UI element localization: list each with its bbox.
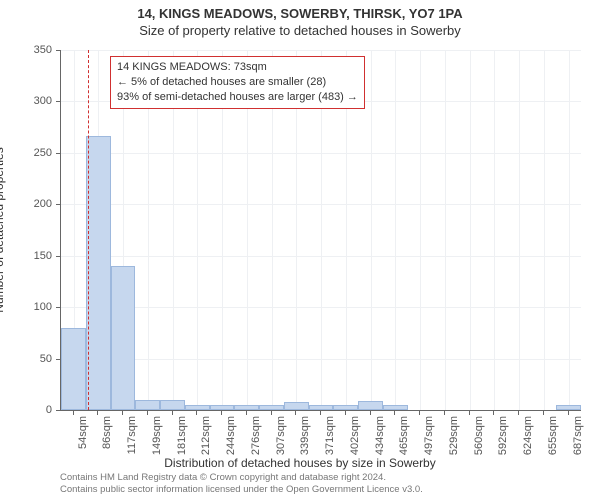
gridline-v <box>445 50 446 410</box>
y-tick-mark <box>56 101 61 102</box>
x-tick-label: 497sqm <box>423 416 435 455</box>
property-marker-line <box>88 50 89 410</box>
histogram-bar <box>135 400 160 410</box>
y-tick-label: 200 <box>12 198 52 210</box>
page-title: 14, KINGS MEADOWS, SOWERBY, THIRSK, YO7 … <box>0 0 600 21</box>
histogram-bar <box>358 401 383 410</box>
x-tick-mark <box>394 410 395 415</box>
x-axis-label: Distribution of detached houses by size … <box>0 456 600 470</box>
y-tick-label: 150 <box>12 250 52 262</box>
page-subtitle: Size of property relative to detached ho… <box>0 21 600 38</box>
x-tick-label: 465sqm <box>398 416 410 455</box>
x-tick-label: 339sqm <box>299 416 311 455</box>
x-tick-label: 54sqm <box>77 416 89 449</box>
x-tick-mark <box>419 410 420 415</box>
x-tick-mark <box>271 410 272 415</box>
x-tick-mark <box>543 410 544 415</box>
attribution-line-2: Contains public sector information licen… <box>60 484 423 496</box>
x-tick-mark <box>469 410 470 415</box>
y-tick-label: 50 <box>12 353 52 365</box>
x-tick-mark <box>246 410 247 415</box>
attribution: Contains HM Land Registry data © Crown c… <box>60 472 423 496</box>
x-tick-label: 655sqm <box>547 416 559 455</box>
x-tick-label: 434sqm <box>374 416 386 455</box>
x-tick-label: 86sqm <box>101 416 113 449</box>
y-tick-mark <box>56 204 61 205</box>
x-tick-label: 402sqm <box>349 416 361 455</box>
x-tick-label: 276sqm <box>250 416 262 455</box>
gridline-v <box>420 50 421 410</box>
x-tick-mark <box>97 410 98 415</box>
x-tick-mark <box>320 410 321 415</box>
y-tick-label: 250 <box>12 147 52 159</box>
x-tick-label: 529sqm <box>448 416 460 455</box>
x-tick-mark <box>493 410 494 415</box>
y-tick-label: 300 <box>12 95 52 107</box>
gridline-v <box>569 50 570 410</box>
histogram-bar <box>160 400 185 410</box>
y-tick-mark <box>56 256 61 257</box>
x-tick-mark <box>345 410 346 415</box>
y-tick-mark <box>56 50 61 51</box>
x-tick-mark <box>73 410 74 415</box>
y-tick-label: 100 <box>12 301 52 313</box>
x-tick-mark <box>295 410 296 415</box>
chart-container: 14, KINGS MEADOWS, SOWERBY, THIRSK, YO7 … <box>0 0 600 500</box>
gridline-v <box>470 50 471 410</box>
histogram-bar <box>284 402 309 410</box>
x-tick-label: 181sqm <box>176 416 188 455</box>
y-tick-mark <box>56 153 61 154</box>
y-tick-label: 0 <box>12 404 52 416</box>
x-tick-label: 560sqm <box>473 416 485 455</box>
chart-area: 14 KINGS MEADOWS: 73sqm ← 5% of detached… <box>60 50 580 410</box>
legend-line-2: ← 5% of detached houses are smaller (28) <box>117 75 358 90</box>
x-tick-label: 307sqm <box>275 416 287 455</box>
gridline-v <box>371 50 372 410</box>
gridline-v <box>519 50 520 410</box>
legend-line-3: 93% of semi-detached houses are larger (… <box>117 90 358 105</box>
histogram-bar <box>111 266 136 410</box>
x-tick-label: 687sqm <box>572 416 584 455</box>
y-tick-mark <box>56 410 61 411</box>
x-tick-mark <box>518 410 519 415</box>
gridline-v <box>494 50 495 410</box>
y-tick-label: 350 <box>12 44 52 56</box>
attribution-line-1: Contains HM Land Registry data © Crown c… <box>60 472 423 484</box>
x-tick-label: 592sqm <box>497 416 509 455</box>
legend-line-1: 14 KINGS MEADOWS: 73sqm <box>117 60 358 75</box>
x-tick-mark <box>122 410 123 415</box>
x-tick-mark <box>568 410 569 415</box>
x-tick-mark <box>196 410 197 415</box>
histogram-bar <box>86 136 111 410</box>
x-tick-mark <box>444 410 445 415</box>
histogram-bar <box>61 328 86 410</box>
x-tick-label: 149sqm <box>151 416 163 455</box>
y-axis-label: Number of detached properties <box>0 147 6 312</box>
x-tick-mark <box>221 410 222 415</box>
x-tick-label: 371sqm <box>324 416 336 455</box>
x-tick-label: 212sqm <box>200 416 212 455</box>
x-tick-mark <box>172 410 173 415</box>
gridline-v <box>544 50 545 410</box>
x-tick-mark <box>370 410 371 415</box>
legend-box: 14 KINGS MEADOWS: 73sqm ← 5% of detached… <box>110 56 365 109</box>
gridline-v <box>395 50 396 410</box>
x-tick-mark <box>147 410 148 415</box>
x-tick-label: 117sqm <box>126 416 138 454</box>
y-tick-mark <box>56 307 61 308</box>
x-tick-label: 624sqm <box>522 416 534 455</box>
x-tick-label: 244sqm <box>225 416 237 455</box>
